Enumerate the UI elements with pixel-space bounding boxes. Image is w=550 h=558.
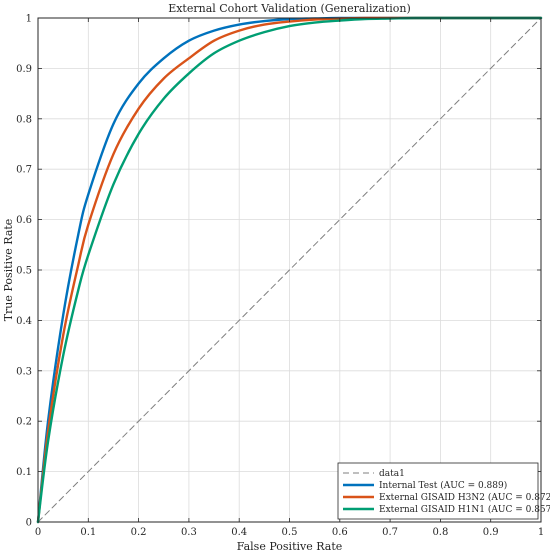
x-tick-label: 0 — [35, 527, 41, 538]
y-tick-label: 0.5 — [16, 266, 32, 277]
y-tick-label: 0.1 — [16, 467, 32, 478]
legend-entry-label: data1 — [379, 469, 405, 479]
x-tick-label: 0.7 — [382, 527, 398, 538]
y-tick-label: 0.6 — [16, 215, 32, 226]
x-tick-label: 0.6 — [332, 527, 348, 538]
x-tick-label: 1 — [538, 527, 544, 538]
ticks: 0 0.1 0.2 0.3 0.4 0.5 0.6 0.7 0.8 0.9 1 0 0.1 0.2 0.3 0… — [16, 14, 544, 539]
x-tick-label: 0.8 — [432, 527, 448, 538]
legend-entry-label: External GISAID H1N1 (AUC = 0.857) — [379, 504, 550, 515]
legend-entry-label: Internal Test (AUC = 0.889) — [379, 480, 507, 491]
chart-title: External Cohort Validation (Generalizati… — [168, 2, 411, 15]
x-tick-label: 0.2 — [131, 527, 147, 538]
y-tick-label: 0.9 — [16, 64, 32, 75]
y-tick-label: 0 — [26, 518, 32, 529]
series-line-0 — [37, 17, 542, 523]
y-tick-label: 0.4 — [16, 316, 32, 327]
y-tick-label: 0.8 — [16, 114, 32, 125]
y-axis-label: True Positive Rate — [2, 219, 15, 322]
x-axis-label: False Positive Rate — [237, 540, 343, 553]
x-tick-label: 0.9 — [483, 527, 499, 538]
y-tick-label: 0.3 — [16, 366, 32, 377]
legend-entry-label: External GISAID H3N2 (AUC = 0.872) — [379, 492, 550, 503]
y-tick-label: 1 — [26, 14, 32, 25]
x-tick-label: 0.3 — [181, 527, 197, 538]
x-tick-label: 0.5 — [282, 527, 298, 538]
x-tick-label: 0.1 — [80, 527, 96, 538]
x-tick-label: 0.4 — [231, 527, 247, 538]
y-tick-label: 0.2 — [16, 417, 32, 428]
y-tick-label: 0.7 — [16, 165, 32, 176]
